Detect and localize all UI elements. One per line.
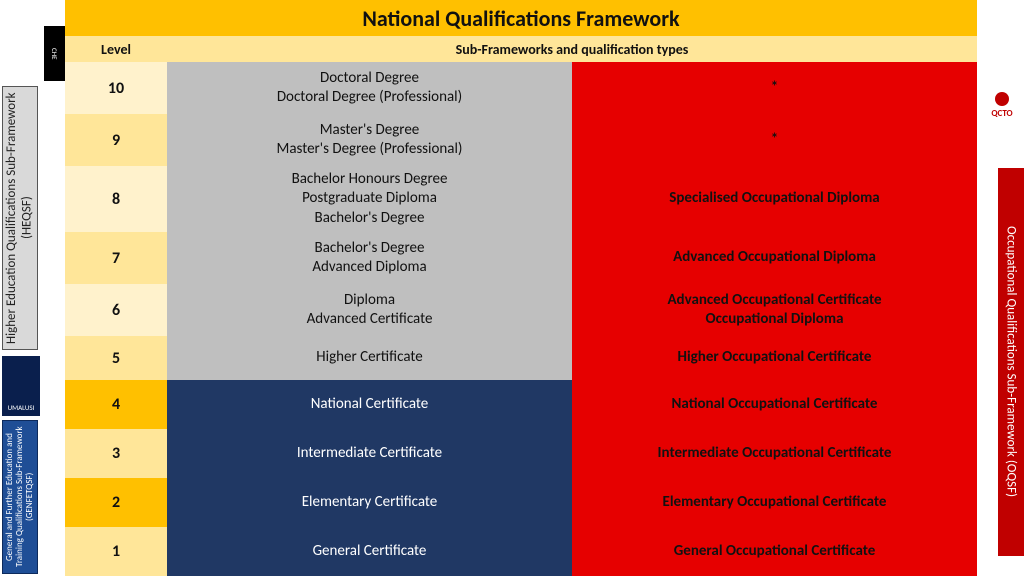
table-row: 7Bachelor's DegreeAdvanced DiplomaAdvanc… xyxy=(65,232,977,284)
table-row: 8Bachelor Honours DegreePostgraduate Dip… xyxy=(65,166,977,232)
qualification-cell: General Certificate xyxy=(167,527,572,576)
table-row: 3 Intermediate Certificate Intermediate Oc… xyxy=(65,429,977,478)
che-logo-text: CHE xyxy=(50,48,59,60)
qualification-line: Elementary Certificate xyxy=(302,493,438,513)
level-cell: 7 xyxy=(65,232,167,284)
table-row: 9Master's DegreeMaster's Degree (Profess… xyxy=(65,114,977,166)
occupational-cell: Intermediate Occupational Certificate xyxy=(572,429,977,478)
level-cell: 6 xyxy=(65,284,167,336)
occupational-line: National Occupational Certificate xyxy=(672,395,878,415)
oqsf-label: Occupational Qualifications Sub-Framewor… xyxy=(1004,226,1019,497)
table-row: 2 Elementary Certificate Elementary Occupa… xyxy=(65,478,977,527)
occupational-line: Higher Occupational Certificate xyxy=(678,348,872,368)
table-row: 6DiplomaAdvanced CertificateAdvanced Occ… xyxy=(65,284,977,336)
qualification-line: National Certificate xyxy=(311,395,428,415)
right-rail: QCTO Occupational Qualifications Sub-Fra… xyxy=(979,0,1024,576)
occupational-cell: * xyxy=(572,114,977,166)
level-cell: 1 xyxy=(65,527,167,576)
qualification-cell: Master's DegreeMaster's Degree (Professi… xyxy=(167,114,572,166)
qualification-line: Intermediate Certificate xyxy=(297,444,442,464)
qualification-cell: Higher Certificate xyxy=(167,336,572,380)
occupational-line: Occupational Diploma xyxy=(706,310,844,330)
qualification-cell: Bachelor Honours DegreePostgraduate Dipl… xyxy=(167,166,572,232)
level-cell: 9 xyxy=(65,114,167,166)
nqf-table: National Qualifications Framework Level … xyxy=(65,0,977,576)
level-cell: 4 xyxy=(65,380,167,429)
table-row: 4 National Certificate National Occupation… xyxy=(65,380,977,429)
heqsf-label: Higher Education Qualifications Sub-Fram… xyxy=(4,87,35,349)
qualification-line: Doctoral Degree xyxy=(320,69,419,89)
table-row: 5 Higher Certificate Higher Occupational C… xyxy=(65,336,977,380)
level-cell: 10 xyxy=(65,62,167,114)
occupational-cell: Higher Occupational Certificate xyxy=(572,336,977,380)
table-row: 1 General Certificate General Occupational… xyxy=(65,527,977,576)
heqsf-label-box: Higher Education Qualifications Sub-Fram… xyxy=(2,86,38,350)
qualification-line: Diploma xyxy=(344,291,395,311)
table-title: National Qualifications Framework xyxy=(65,0,977,36)
header-level: Level xyxy=(65,36,167,62)
qualification-cell: Bachelor's DegreeAdvanced Diploma xyxy=(167,232,572,284)
occupational-line: Specialised Occupational Diploma xyxy=(669,189,879,209)
left-rail: CHE Higher Education Qualifications Sub-… xyxy=(0,0,65,576)
che-logo: CHE xyxy=(44,26,65,81)
occupational-cell: Advanced Occupational Diploma xyxy=(572,232,977,284)
header-sub: Sub-Frameworks and qualification types xyxy=(167,36,977,62)
qualification-line: Doctoral Degree (Professional) xyxy=(277,88,462,108)
occupational-line: * xyxy=(771,78,778,98)
qualification-cell: Doctoral DegreeDoctoral Degree (Professi… xyxy=(167,62,572,114)
table-title-text: National Qualifications Framework xyxy=(362,5,679,32)
qualification-cell: Elementary Certificate xyxy=(167,478,572,527)
genfetqsf-label: General and Further Education and Traini… xyxy=(5,421,35,573)
occupational-cell: Advanced Occupational CertificateOccupat… xyxy=(572,284,977,336)
qualification-cell: National Certificate xyxy=(167,380,572,429)
qualification-line: Master's Degree (Professional) xyxy=(277,140,463,160)
occupational-line: Advanced Occupational Diploma xyxy=(673,248,876,268)
occupational-line: General Occupational Certificate xyxy=(674,542,876,562)
qualification-line: Advanced Diploma xyxy=(312,258,426,278)
level-cell: 3 xyxy=(65,429,167,478)
genfetqsf-label-box: General and Further Education and Traini… xyxy=(2,420,38,574)
occupational-line: Intermediate Occupational Certificate xyxy=(658,444,892,464)
occupational-cell: General Occupational Certificate xyxy=(572,527,977,576)
qualification-line: General Certificate xyxy=(313,542,427,562)
gear-icon xyxy=(995,92,1009,106)
qualification-line: Bachelor Honours Degree xyxy=(292,170,448,190)
level-cell: 8 xyxy=(65,166,167,232)
qualification-line: Postgraduate Diploma xyxy=(302,189,437,209)
qualification-line: Bachelor's Degree xyxy=(315,209,425,229)
qualification-line: Bachelor's Degree xyxy=(315,239,425,259)
umalusi-logo: UMALUSI xyxy=(2,356,40,416)
occupational-cell: Specialised Occupational Diploma xyxy=(572,166,977,232)
qcto-logo: QCTO xyxy=(982,86,1022,124)
occupational-cell: National Occupational Certificate xyxy=(572,380,977,429)
qualification-cell: Intermediate Certificate xyxy=(167,429,572,478)
umalusi-logo-text: UMALUSI xyxy=(8,403,35,412)
level-cell: 5 xyxy=(65,336,167,380)
occupational-line: * xyxy=(771,130,778,150)
qualification-line: Master's Degree xyxy=(320,121,420,141)
occupational-cell: * xyxy=(572,62,977,114)
table-body: 10Doctoral DegreeDoctoral Degree (Profes… xyxy=(65,62,977,576)
occupational-line: Advanced Occupational Certificate xyxy=(667,291,881,311)
qualification-cell: DiplomaAdvanced Certificate xyxy=(167,284,572,336)
occupational-line: Elementary Occupational Certificate xyxy=(663,493,887,513)
occupational-cell: Elementary Occupational Certificate xyxy=(572,478,977,527)
qcto-logo-text: QCTO xyxy=(991,108,1012,119)
level-cell: 2 xyxy=(65,478,167,527)
qualification-line: Advanced Certificate xyxy=(307,310,433,330)
table-header-row: Level Sub-Frameworks and qualification t… xyxy=(65,36,977,62)
table-row: 10Doctoral DegreeDoctoral Degree (Profes… xyxy=(65,62,977,114)
qualification-line: Higher Certificate xyxy=(316,348,422,368)
oqsf-label-box: Occupational Qualifications Sub-Framewor… xyxy=(998,168,1024,556)
